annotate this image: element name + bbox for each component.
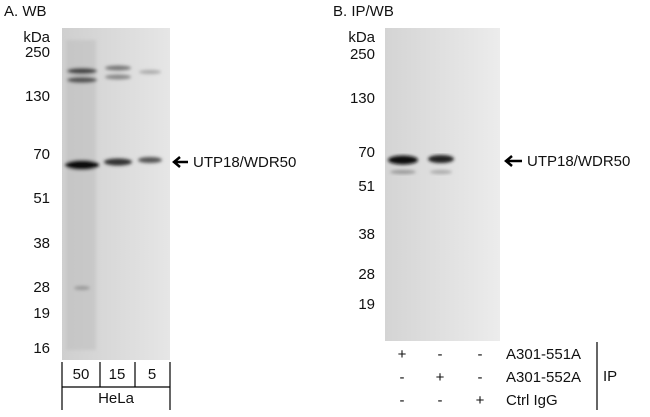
- marker: 19: [33, 305, 50, 322]
- lane-label: 50: [73, 366, 90, 383]
- lane-label: 15: [109, 366, 126, 383]
- ip-symbol: -: [400, 392, 405, 409]
- unit: kDa: [23, 29, 50, 46]
- ip-symbol: -: [478, 346, 483, 363]
- bands: [388, 155, 454, 174]
- sample-label: HeLa: [98, 390, 135, 407]
- panel-label: A. WB: [4, 3, 47, 20]
- marker: 130: [350, 90, 375, 107]
- marker: 38: [358, 226, 375, 243]
- unit: kDa: [348, 29, 375, 46]
- target-label: UTP18/WDR50: [527, 153, 630, 170]
- marker: 16: [33, 340, 50, 357]
- ip-symbol: -: [400, 369, 405, 386]
- ip-symbol: -: [438, 392, 443, 409]
- marker: 38: [33, 235, 50, 252]
- blot: [385, 28, 500, 341]
- ip-symbol: +: [476, 392, 485, 409]
- ip-symbol: +: [398, 346, 407, 363]
- marker: 28: [33, 279, 50, 296]
- panel-label: B. IP/WB: [333, 3, 394, 20]
- marker: 51: [33, 190, 50, 207]
- arrow: [504, 155, 522, 167]
- marker: 250: [350, 46, 375, 63]
- bands: [65, 40, 162, 350]
- marker: 51: [358, 178, 375, 195]
- marker: 250: [25, 44, 50, 61]
- marker: 19: [358, 296, 375, 313]
- lane-label: 5: [148, 366, 156, 383]
- ip-symbol: +: [436, 369, 445, 386]
- ip-symbol: -: [438, 346, 443, 363]
- marker: 28: [358, 266, 375, 283]
- antibody-label: A301-551A: [506, 346, 581, 363]
- antibody-label: Ctrl IgG: [506, 392, 558, 409]
- lane-table: [61, 362, 171, 410]
- ip-symbol: -: [478, 369, 483, 386]
- marker: 70: [358, 144, 375, 161]
- target-label: UTP18/WDR50: [193, 154, 296, 171]
- arrow: [172, 156, 188, 168]
- marker: 70: [33, 146, 50, 163]
- antibody-label: A301-552A: [506, 369, 581, 386]
- group-label: IP: [603, 368, 617, 385]
- marker: 130: [25, 88, 50, 105]
